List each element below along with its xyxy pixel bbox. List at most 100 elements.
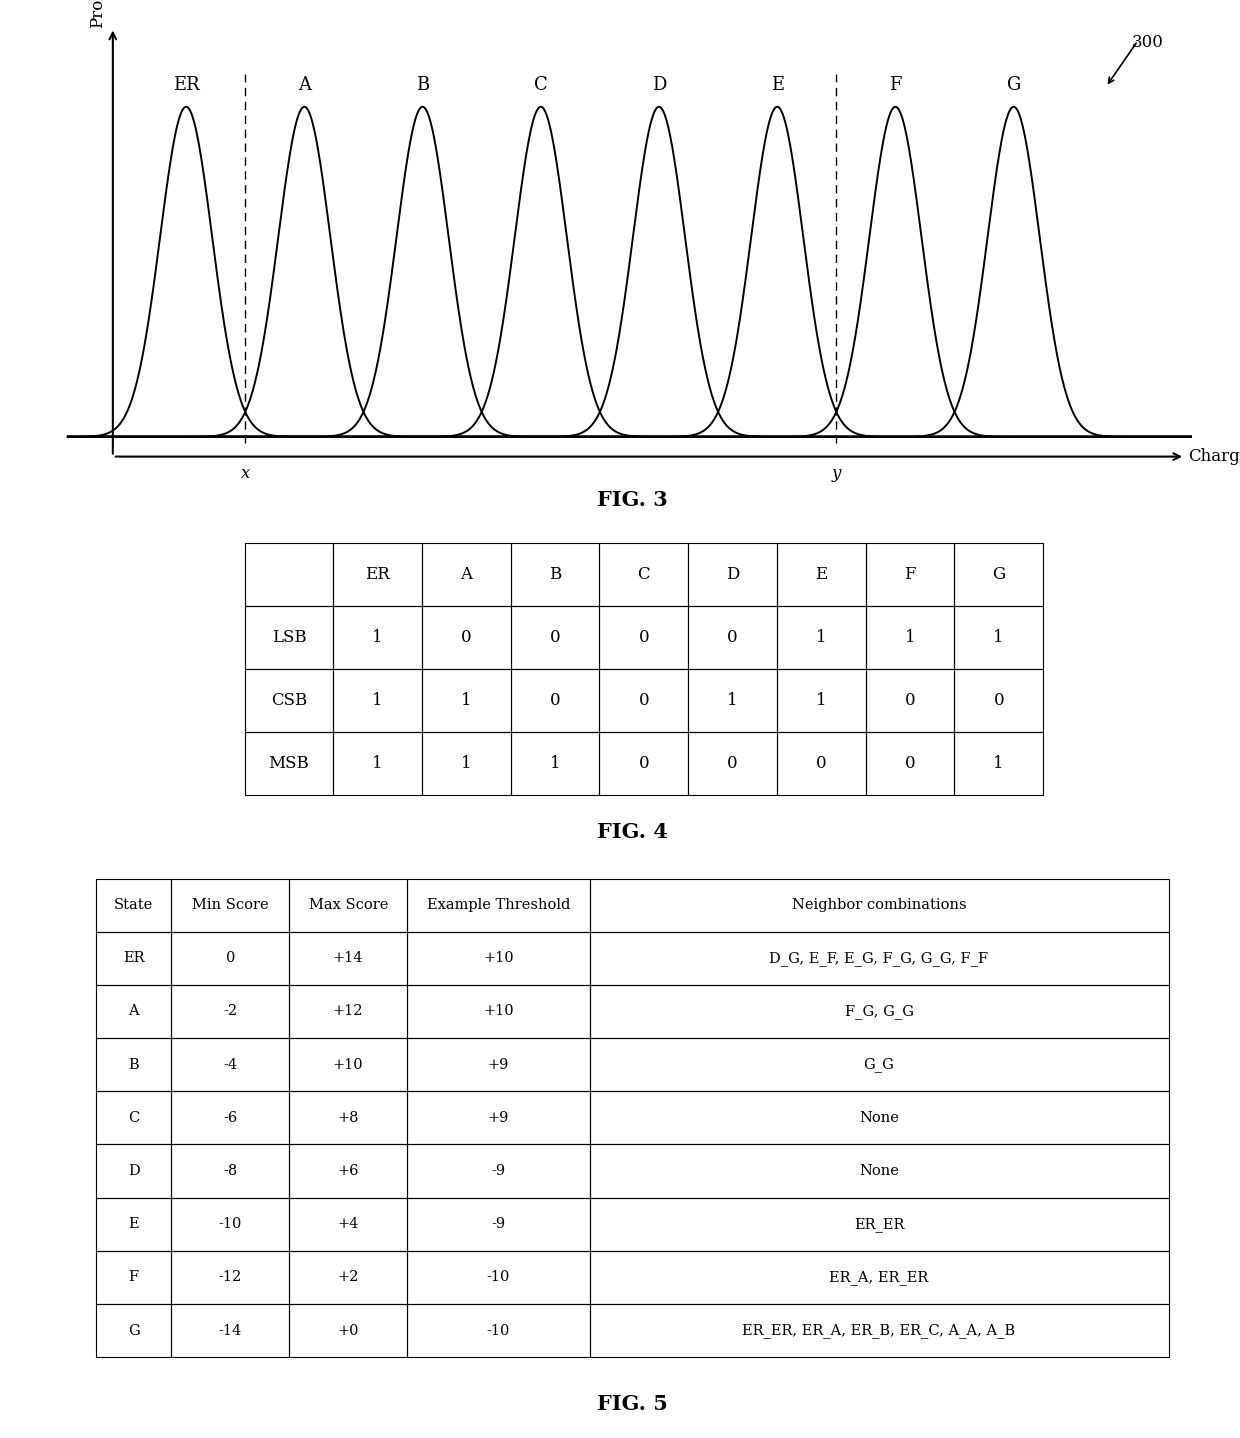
- Text: -9: -9: [491, 1163, 506, 1178]
- Text: B: B: [129, 1058, 139, 1071]
- Bar: [599, 544, 688, 605]
- Bar: [171, 1304, 289, 1357]
- Text: E: E: [770, 76, 784, 93]
- Bar: [97, 1038, 171, 1091]
- Text: -10: -10: [486, 1270, 510, 1284]
- Text: G_G: G_G: [863, 1057, 894, 1073]
- Bar: [511, 669, 599, 732]
- Text: C: C: [534, 76, 548, 93]
- Text: 0: 0: [816, 755, 827, 772]
- Text: +0: +0: [337, 1323, 358, 1337]
- Text: 0: 0: [905, 755, 915, 772]
- Text: -6: -6: [223, 1110, 237, 1125]
- Text: 1: 1: [372, 755, 383, 772]
- Bar: [407, 1198, 589, 1251]
- Text: x: x: [241, 464, 250, 482]
- Text: +9: +9: [487, 1058, 510, 1071]
- Bar: [289, 985, 407, 1038]
- Text: 300: 300: [1132, 35, 1164, 52]
- Bar: [97, 1145, 171, 1198]
- Text: -9: -9: [491, 1217, 506, 1231]
- Bar: [422, 544, 511, 605]
- Bar: [289, 879, 407, 932]
- Text: +10: +10: [484, 952, 513, 965]
- Text: +8: +8: [337, 1110, 358, 1125]
- Text: D_G, E_F, E_G, F_G, G_G, F_F: D_G, E_F, E_G, F_G, G_G, F_F: [770, 951, 988, 966]
- Text: -4: -4: [223, 1058, 237, 1071]
- Bar: [289, 932, 407, 985]
- Text: 0: 0: [549, 628, 560, 646]
- Bar: [334, 669, 422, 732]
- Bar: [171, 1251, 289, 1304]
- Text: +2: +2: [337, 1270, 358, 1284]
- Bar: [955, 669, 1043, 732]
- Bar: [955, 732, 1043, 795]
- Bar: [407, 879, 589, 932]
- Text: +12: +12: [334, 1005, 363, 1018]
- Text: State: State: [114, 899, 154, 912]
- Text: +10: +10: [332, 1058, 363, 1071]
- Bar: [97, 1198, 171, 1251]
- Text: Charge: Charge: [1189, 449, 1240, 464]
- Text: E: E: [815, 567, 827, 582]
- Text: F: F: [129, 1270, 139, 1284]
- Text: ER_ER: ER_ER: [854, 1217, 904, 1231]
- Text: A: A: [298, 76, 311, 93]
- Text: 1: 1: [993, 755, 1004, 772]
- Bar: [171, 1091, 289, 1145]
- Bar: [599, 669, 688, 732]
- Bar: [589, 1145, 1168, 1198]
- Bar: [589, 1038, 1168, 1091]
- Text: 1: 1: [993, 628, 1004, 646]
- Text: CSB: CSB: [270, 692, 308, 709]
- Bar: [589, 985, 1168, 1038]
- Text: +4: +4: [337, 1217, 358, 1231]
- Bar: [97, 1304, 171, 1357]
- Text: FIG. 3: FIG. 3: [596, 489, 668, 509]
- Text: A: A: [129, 1005, 139, 1018]
- Bar: [422, 732, 511, 795]
- Bar: [589, 1304, 1168, 1357]
- Text: ER: ER: [172, 76, 200, 93]
- Text: B: B: [415, 76, 429, 93]
- Text: +14: +14: [334, 952, 363, 965]
- Text: Example Threshold: Example Threshold: [427, 899, 570, 912]
- Bar: [407, 932, 589, 985]
- Text: Probability: Probability: [89, 0, 105, 27]
- Bar: [589, 932, 1168, 985]
- Text: D: D: [128, 1163, 140, 1178]
- Text: D: D: [652, 76, 666, 93]
- Bar: [777, 732, 866, 795]
- Text: 1: 1: [816, 692, 827, 709]
- Bar: [289, 1198, 407, 1251]
- Text: None: None: [859, 1163, 899, 1178]
- Text: FIG. 4: FIG. 4: [596, 823, 668, 843]
- Bar: [171, 1038, 289, 1091]
- Bar: [777, 669, 866, 732]
- Bar: [866, 605, 955, 669]
- Text: C: C: [637, 567, 650, 582]
- Text: +9: +9: [487, 1110, 510, 1125]
- Text: 1: 1: [461, 755, 471, 772]
- Bar: [866, 732, 955, 795]
- Text: 0: 0: [226, 952, 234, 965]
- Bar: [688, 605, 777, 669]
- Text: 0: 0: [727, 628, 738, 646]
- Bar: [244, 544, 334, 605]
- Bar: [407, 985, 589, 1038]
- Text: 1: 1: [372, 692, 383, 709]
- Bar: [171, 879, 289, 932]
- Bar: [688, 732, 777, 795]
- Text: F: F: [904, 567, 916, 582]
- Text: 0: 0: [727, 755, 738, 772]
- Bar: [171, 932, 289, 985]
- Text: 0: 0: [993, 692, 1004, 709]
- Text: 1: 1: [461, 692, 471, 709]
- Text: G: G: [992, 567, 1006, 582]
- Text: G: G: [1007, 76, 1021, 93]
- Bar: [589, 879, 1168, 932]
- Bar: [955, 605, 1043, 669]
- Bar: [289, 1251, 407, 1304]
- Text: ER: ER: [123, 952, 145, 965]
- Bar: [777, 544, 866, 605]
